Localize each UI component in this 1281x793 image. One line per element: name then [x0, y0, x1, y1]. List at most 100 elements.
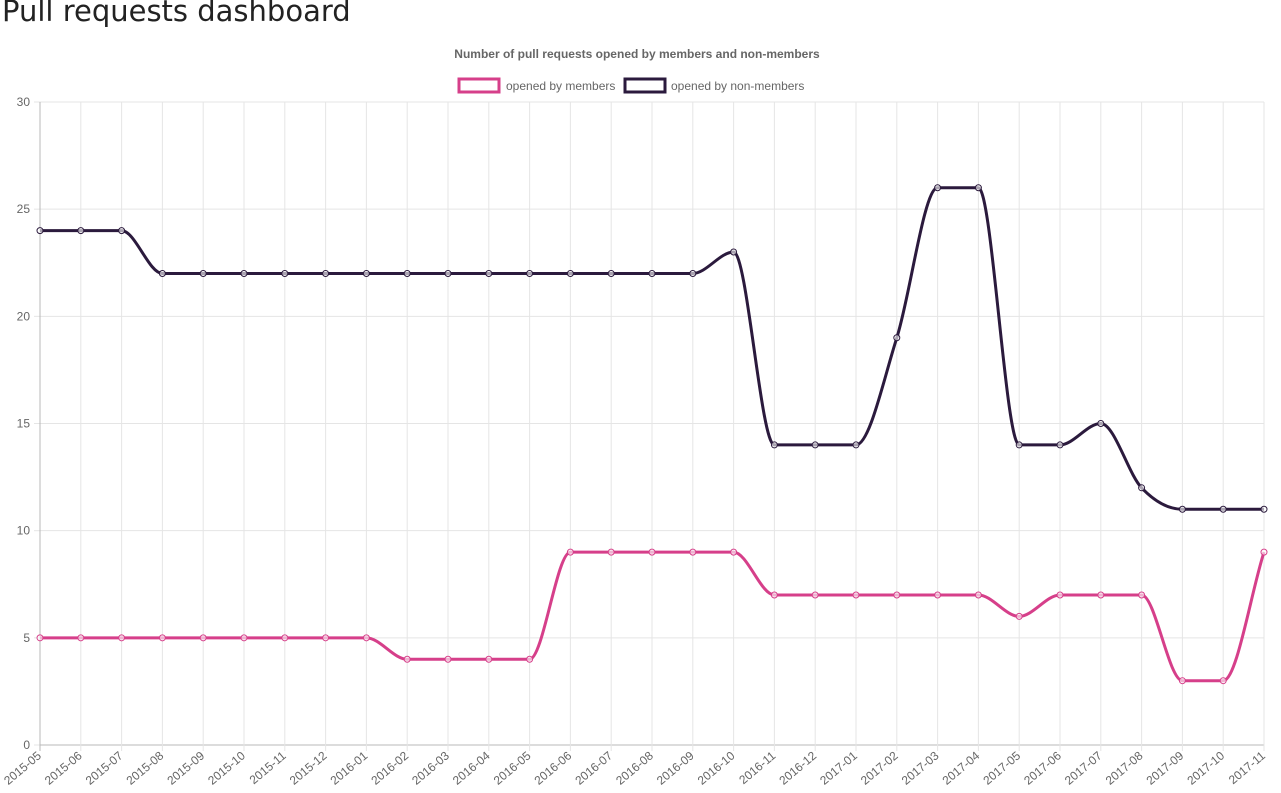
data-point-non-members[interactable]: [607, 269, 615, 277]
x-tick-label: 2017-06: [1021, 748, 1064, 787]
x-tick-label: 2016-09: [654, 748, 697, 787]
data-point-non-members[interactable]: [1138, 484, 1146, 492]
data-point-non-members[interactable]: [444, 269, 452, 277]
data-point-non-members[interactable]: [1015, 441, 1023, 449]
x-tick-label: 2016-12: [776, 748, 819, 787]
series-line-non-members: [39, 186, 1264, 511]
data-point-members[interactable]: [934, 591, 942, 599]
data-point-members[interactable]: [1015, 612, 1023, 620]
data-point-non-members[interactable]: [974, 184, 982, 192]
x-tick-label: 2015-10: [205, 748, 248, 787]
data-point-members[interactable]: [1260, 548, 1268, 556]
data-point-members[interactable]: [811, 591, 819, 599]
x-tick-label: 2017-05: [980, 748, 1023, 787]
x-tick-label: 2017-03: [899, 748, 942, 787]
chart-grid: [34, 101, 1265, 751]
x-tick-label: 2017-09: [1144, 748, 1187, 787]
x-tick-label: 2015-07: [83, 748, 126, 787]
x-tick-label: 2016-08: [613, 748, 656, 787]
data-point-members[interactable]: [648, 548, 656, 556]
x-tick-label: 2015-05: [1, 748, 44, 787]
data-point-non-members[interactable]: [811, 441, 819, 449]
data-point-non-members[interactable]: [1260, 505, 1268, 513]
data-point-members[interactable]: [485, 655, 493, 663]
data-point-members[interactable]: [158, 634, 166, 642]
x-tick-label: 2016-11: [736, 748, 778, 787]
y-tick-label: 30: [17, 95, 31, 109]
data-point-non-members[interactable]: [240, 269, 248, 277]
legend-label-members[interactable]: opened by members: [506, 79, 615, 93]
data-point-members[interactable]: [77, 634, 85, 642]
y-tick-label: 15: [17, 417, 31, 431]
data-point-members[interactable]: [893, 591, 901, 599]
data-point-non-members[interactable]: [1056, 441, 1064, 449]
data-point-members[interactable]: [403, 655, 411, 663]
data-point-non-members[interactable]: [730, 248, 738, 256]
data-point-non-members[interactable]: [526, 269, 534, 277]
y-axis-ticks: 0 5 10 15 20 25 30: [17, 95, 31, 752]
data-point-members[interactable]: [770, 591, 778, 599]
x-tick-label: 2017-02: [858, 748, 901, 787]
data-point-non-members[interactable]: [158, 269, 166, 277]
data-point-non-members[interactable]: [852, 441, 860, 449]
data-point-non-members[interactable]: [485, 269, 493, 277]
data-point-non-members[interactable]: [322, 269, 330, 277]
data-point-members[interactable]: [322, 634, 330, 642]
data-point-members[interactable]: [240, 634, 248, 642]
data-point-members[interactable]: [689, 548, 697, 556]
data-point-non-members[interactable]: [77, 227, 85, 235]
data-point-non-members[interactable]: [566, 269, 574, 277]
chart-legend[interactable]: opened by members opened by non-members: [457, 77, 804, 94]
data-point-non-members[interactable]: [36, 227, 44, 235]
data-point-members[interactable]: [566, 548, 574, 556]
data-point-members[interactable]: [1056, 591, 1064, 599]
data-point-members[interactable]: [526, 655, 534, 663]
x-tick-label: 2017-11: [1226, 748, 1268, 787]
data-point-members[interactable]: [1097, 591, 1105, 599]
x-tick-label: 2016-02: [368, 748, 411, 787]
data-point-non-members[interactable]: [648, 269, 656, 277]
data-point-non-members[interactable]: [934, 184, 942, 192]
data-point-non-members[interactable]: [281, 269, 289, 277]
chart-data-points[interactable]: [36, 184, 1268, 685]
data-point-non-members[interactable]: [1219, 505, 1227, 513]
data-point-members[interactable]: [1219, 677, 1227, 685]
data-point-non-members[interactable]: [770, 441, 778, 449]
data-point-members[interactable]: [852, 591, 860, 599]
series-line-members: [40, 550, 1266, 683]
chart-series-lines: [39, 186, 1266, 683]
data-point-members[interactable]: [730, 548, 738, 556]
x-tick-label: 2015-08: [124, 748, 167, 787]
data-point-non-members[interactable]: [403, 269, 411, 277]
data-point-non-members[interactable]: [362, 269, 370, 277]
legend-swatch-non-members[interactable]: [623, 77, 667, 94]
data-point-members[interactable]: [974, 591, 982, 599]
data-point-non-members[interactable]: [118, 227, 126, 235]
data-point-non-members[interactable]: [1178, 505, 1186, 513]
data-point-members[interactable]: [1178, 677, 1186, 685]
data-point-members[interactable]: [118, 634, 126, 642]
page-title: Pull requests dashboard: [2, 0, 351, 28]
y-tick-label: 20: [17, 309, 31, 323]
data-point-non-members[interactable]: [1097, 420, 1105, 427]
data-point-members[interactable]: [199, 634, 207, 642]
data-point-non-members[interactable]: [199, 269, 207, 277]
x-tick-label: 2016-07: [572, 748, 615, 787]
data-point-non-members[interactable]: [689, 269, 697, 277]
data-point-members[interactable]: [444, 655, 452, 663]
data-point-members[interactable]: [281, 634, 289, 642]
x-tick-label: 2016-10: [695, 748, 738, 787]
x-tick-label: 2015-11: [247, 748, 289, 787]
data-point-members[interactable]: [362, 634, 370, 642]
x-tick-label: 2016-01: [328, 748, 371, 787]
data-point-members[interactable]: [1138, 591, 1146, 599]
x-tick-label: 2017-10: [1184, 748, 1227, 787]
y-tick-label: 25: [17, 202, 31, 216]
data-point-non-members[interactable]: [893, 334, 901, 342]
x-tick-label: 2015-12: [287, 748, 330, 787]
data-point-members[interactable]: [607, 548, 615, 556]
data-point-members[interactable]: [36, 634, 44, 642]
legend-swatch-members[interactable]: [457, 77, 501, 94]
legend-label-non-members[interactable]: opened by non-members: [671, 79, 804, 93]
